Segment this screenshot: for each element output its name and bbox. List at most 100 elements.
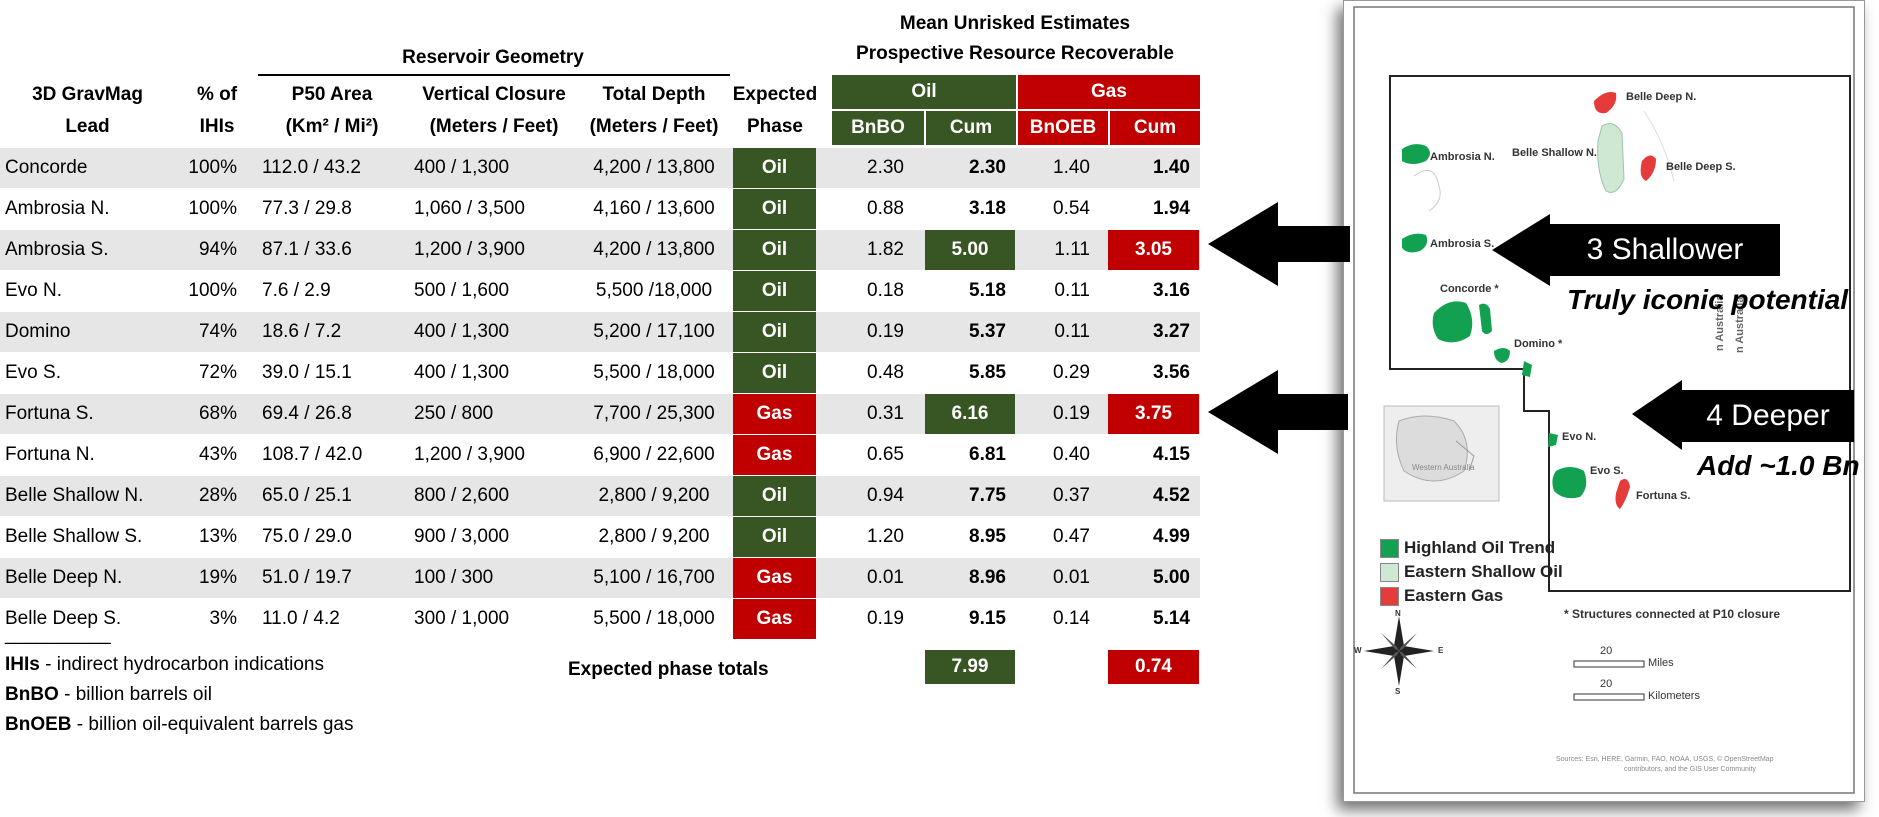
- cell-depth: 5,500 / 18,000: [593, 608, 715, 629]
- cell-cum-oil: 7.75: [969, 485, 1006, 506]
- cell-bnoeb: 0.11: [1054, 321, 1090, 342]
- cell-bnbo: 0.65: [867, 444, 904, 465]
- cell-area: 112.0 / 43.2: [262, 157, 361, 178]
- header-lead: 3D GravMag Lead: [32, 84, 143, 137]
- cell-ihi: 3%: [209, 608, 237, 629]
- header-phase: Expected Phase: [732, 84, 818, 137]
- total-oil-value: 7.99: [925, 650, 1015, 684]
- left-arrow-lower: [1208, 370, 1348, 454]
- callout-deeper: 4 Deeper: [1682, 390, 1854, 442]
- legend-bnbo-term: BnBO: [5, 684, 59, 705]
- callout-shallower-note: Truly iconic potential: [1567, 284, 1849, 315]
- cell-bnbo: 1.20: [867, 526, 904, 547]
- highlight-cum-oil: 6.16: [925, 394, 1015, 434]
- cell-cum-oil: 8.96: [969, 567, 1006, 588]
- cell-cum-oil: 9.15: [969, 608, 1006, 629]
- table-row: [0, 312, 1200, 352]
- cell-cum-gas: 1.94: [1153, 198, 1190, 219]
- cell-lead: Belle Shallow S.: [5, 526, 143, 547]
- cell-ihi: 19%: [198, 567, 237, 588]
- header-closure-1: Vertical Closure: [422, 84, 566, 105]
- cell-lead: Concorde: [5, 157, 88, 178]
- fortuna-s-polygon: [1615, 479, 1630, 509]
- header-estimates-line2: Prospective Resource Recoverable: [856, 43, 1174, 64]
- table-row: [0, 148, 1200, 188]
- label-domino: Domino *: [1514, 338, 1563, 350]
- cell-bnoeb: 0.40: [1053, 444, 1090, 465]
- cell-area: 18.6 / 7.2: [262, 321, 342, 342]
- cell-area: 69.4 / 26.8: [262, 403, 352, 424]
- ambrosia-s-polygon: [1402, 233, 1428, 253]
- cell-closure: 1,060 / 3,500: [414, 198, 525, 219]
- legend-swatch: [1380, 587, 1399, 606]
- header-bnoeb: BnOEB: [1018, 111, 1108, 145]
- compass-rose: [1364, 616, 1434, 686]
- header-reservoir-rule: [258, 74, 730, 76]
- map-credits-1: Sources: Esri, HERE, Garmin, FAO, NOAA, …: [1556, 756, 1774, 763]
- header-cum-gas: Cum: [1110, 111, 1200, 145]
- cell-ihi: 68%: [198, 403, 237, 424]
- legend-ihis-term: IHIs: [5, 654, 40, 675]
- cell-area: 39.0 / 15.1: [262, 362, 352, 383]
- header-closure-2: (Meters / Feet): [429, 116, 559, 137]
- cell-depth: 5,100 / 16,700: [593, 567, 715, 588]
- label-evo-s: Evo S.: [1590, 465, 1624, 477]
- label-belle-deep-s: Belle Deep S.: [1666, 161, 1736, 173]
- legend-ihis: IHIs - indirect hydrocarbon indications: [5, 650, 324, 680]
- cell-cum-oil: 3.18: [969, 198, 1006, 219]
- legend-bnbo-def: - billion barrels oil: [58, 684, 212, 705]
- label-concorde: Concorde *: [1440, 283, 1499, 295]
- cell-lead: Fortuna S.: [5, 403, 94, 424]
- cell-area: 108.7 / 42.0: [262, 444, 363, 465]
- cell-lead: Evo S.: [5, 362, 61, 383]
- phase-badge: Gas: [733, 394, 816, 434]
- label-inset: Western Australia: [1412, 463, 1475, 472]
- cell-area: 75.0 / 29.0: [262, 526, 352, 547]
- highlight-cum-gas: 3.05: [1108, 230, 1199, 270]
- header-depth-1: Total Depth: [602, 84, 706, 105]
- legend-bnoeb-def: - billion oil-equivalent barrels gas: [71, 714, 354, 735]
- cell-bnbo: 0.01: [867, 567, 904, 588]
- cell-depth: 6,900 / 22,600: [593, 444, 715, 465]
- header-bnbo: BnBO: [832, 111, 924, 145]
- cell-depth: 5,500 / 18,000: [593, 362, 715, 383]
- table-row: [0, 558, 1200, 598]
- cell-closure: 300 / 1,000: [414, 608, 510, 629]
- cell-depth: 7,700 / 25,300: [593, 403, 715, 424]
- cell-area: 87.1 / 33.6: [262, 239, 352, 260]
- cell-bnbo: 1.82: [867, 239, 904, 260]
- cell-cum-oil: 5.18: [969, 280, 1006, 301]
- cell-bnoeb: 0.19: [1053, 403, 1090, 424]
- cell-bnoeb: 0.01: [1053, 567, 1090, 588]
- callout-deeper-note: Add ~1.0 Bn: [1697, 450, 1860, 481]
- header-estimates-line1: Mean Unrisked Estimates: [899, 13, 1131, 34]
- compass-e: E: [1438, 646, 1444, 655]
- belle-deep-n-polygon: [1594, 92, 1617, 114]
- legend-bnoeb: BnOEB - billion oil-equivalent barrels g…: [5, 710, 353, 740]
- header-area-1: P50 Area: [291, 84, 373, 105]
- cell-ihi: 43%: [198, 444, 237, 465]
- cell-ihi: 100%: [188, 280, 237, 301]
- header-area-2: (Km² / Mi²): [285, 116, 379, 137]
- cell-area: 65.0 / 25.1: [262, 485, 352, 506]
- cell-cum-gas: 4.15: [1153, 444, 1190, 465]
- label-ambrosia-n: Ambrosia N.: [1430, 151, 1495, 163]
- cell-depth: 5,500 /18,000: [595, 280, 713, 301]
- cell-cum-oil: 5.37: [969, 321, 1006, 342]
- header-depth-2: (Meters / Feet): [589, 116, 719, 137]
- header-oil-group: Oil: [832, 75, 1016, 109]
- cell-cum-oil: 6.81: [969, 444, 1006, 465]
- cell-bnoeb: 0.29: [1053, 362, 1090, 383]
- phase-badge: Gas: [733, 558, 816, 598]
- cell-bnbo: 2.30: [867, 157, 904, 178]
- evo-s-polygon: [1552, 467, 1587, 499]
- scale-miles-value: 20: [1600, 645, 1613, 657]
- cell-bnbo: 0.88: [867, 198, 904, 219]
- legend-bnoeb-term: BnOEB: [5, 714, 72, 735]
- resource-table: Reservoir Geometry Mean Unrisked Estimat…: [0, 13, 1200, 740]
- domino-east-polygon: [1522, 361, 1532, 377]
- highlight-cum-oil: 5.00: [925, 230, 1015, 270]
- legend-label: Eastern Gas: [1404, 586, 1504, 605]
- label-evo-n: Evo N.: [1562, 431, 1597, 443]
- legend-swatch: [1380, 539, 1399, 558]
